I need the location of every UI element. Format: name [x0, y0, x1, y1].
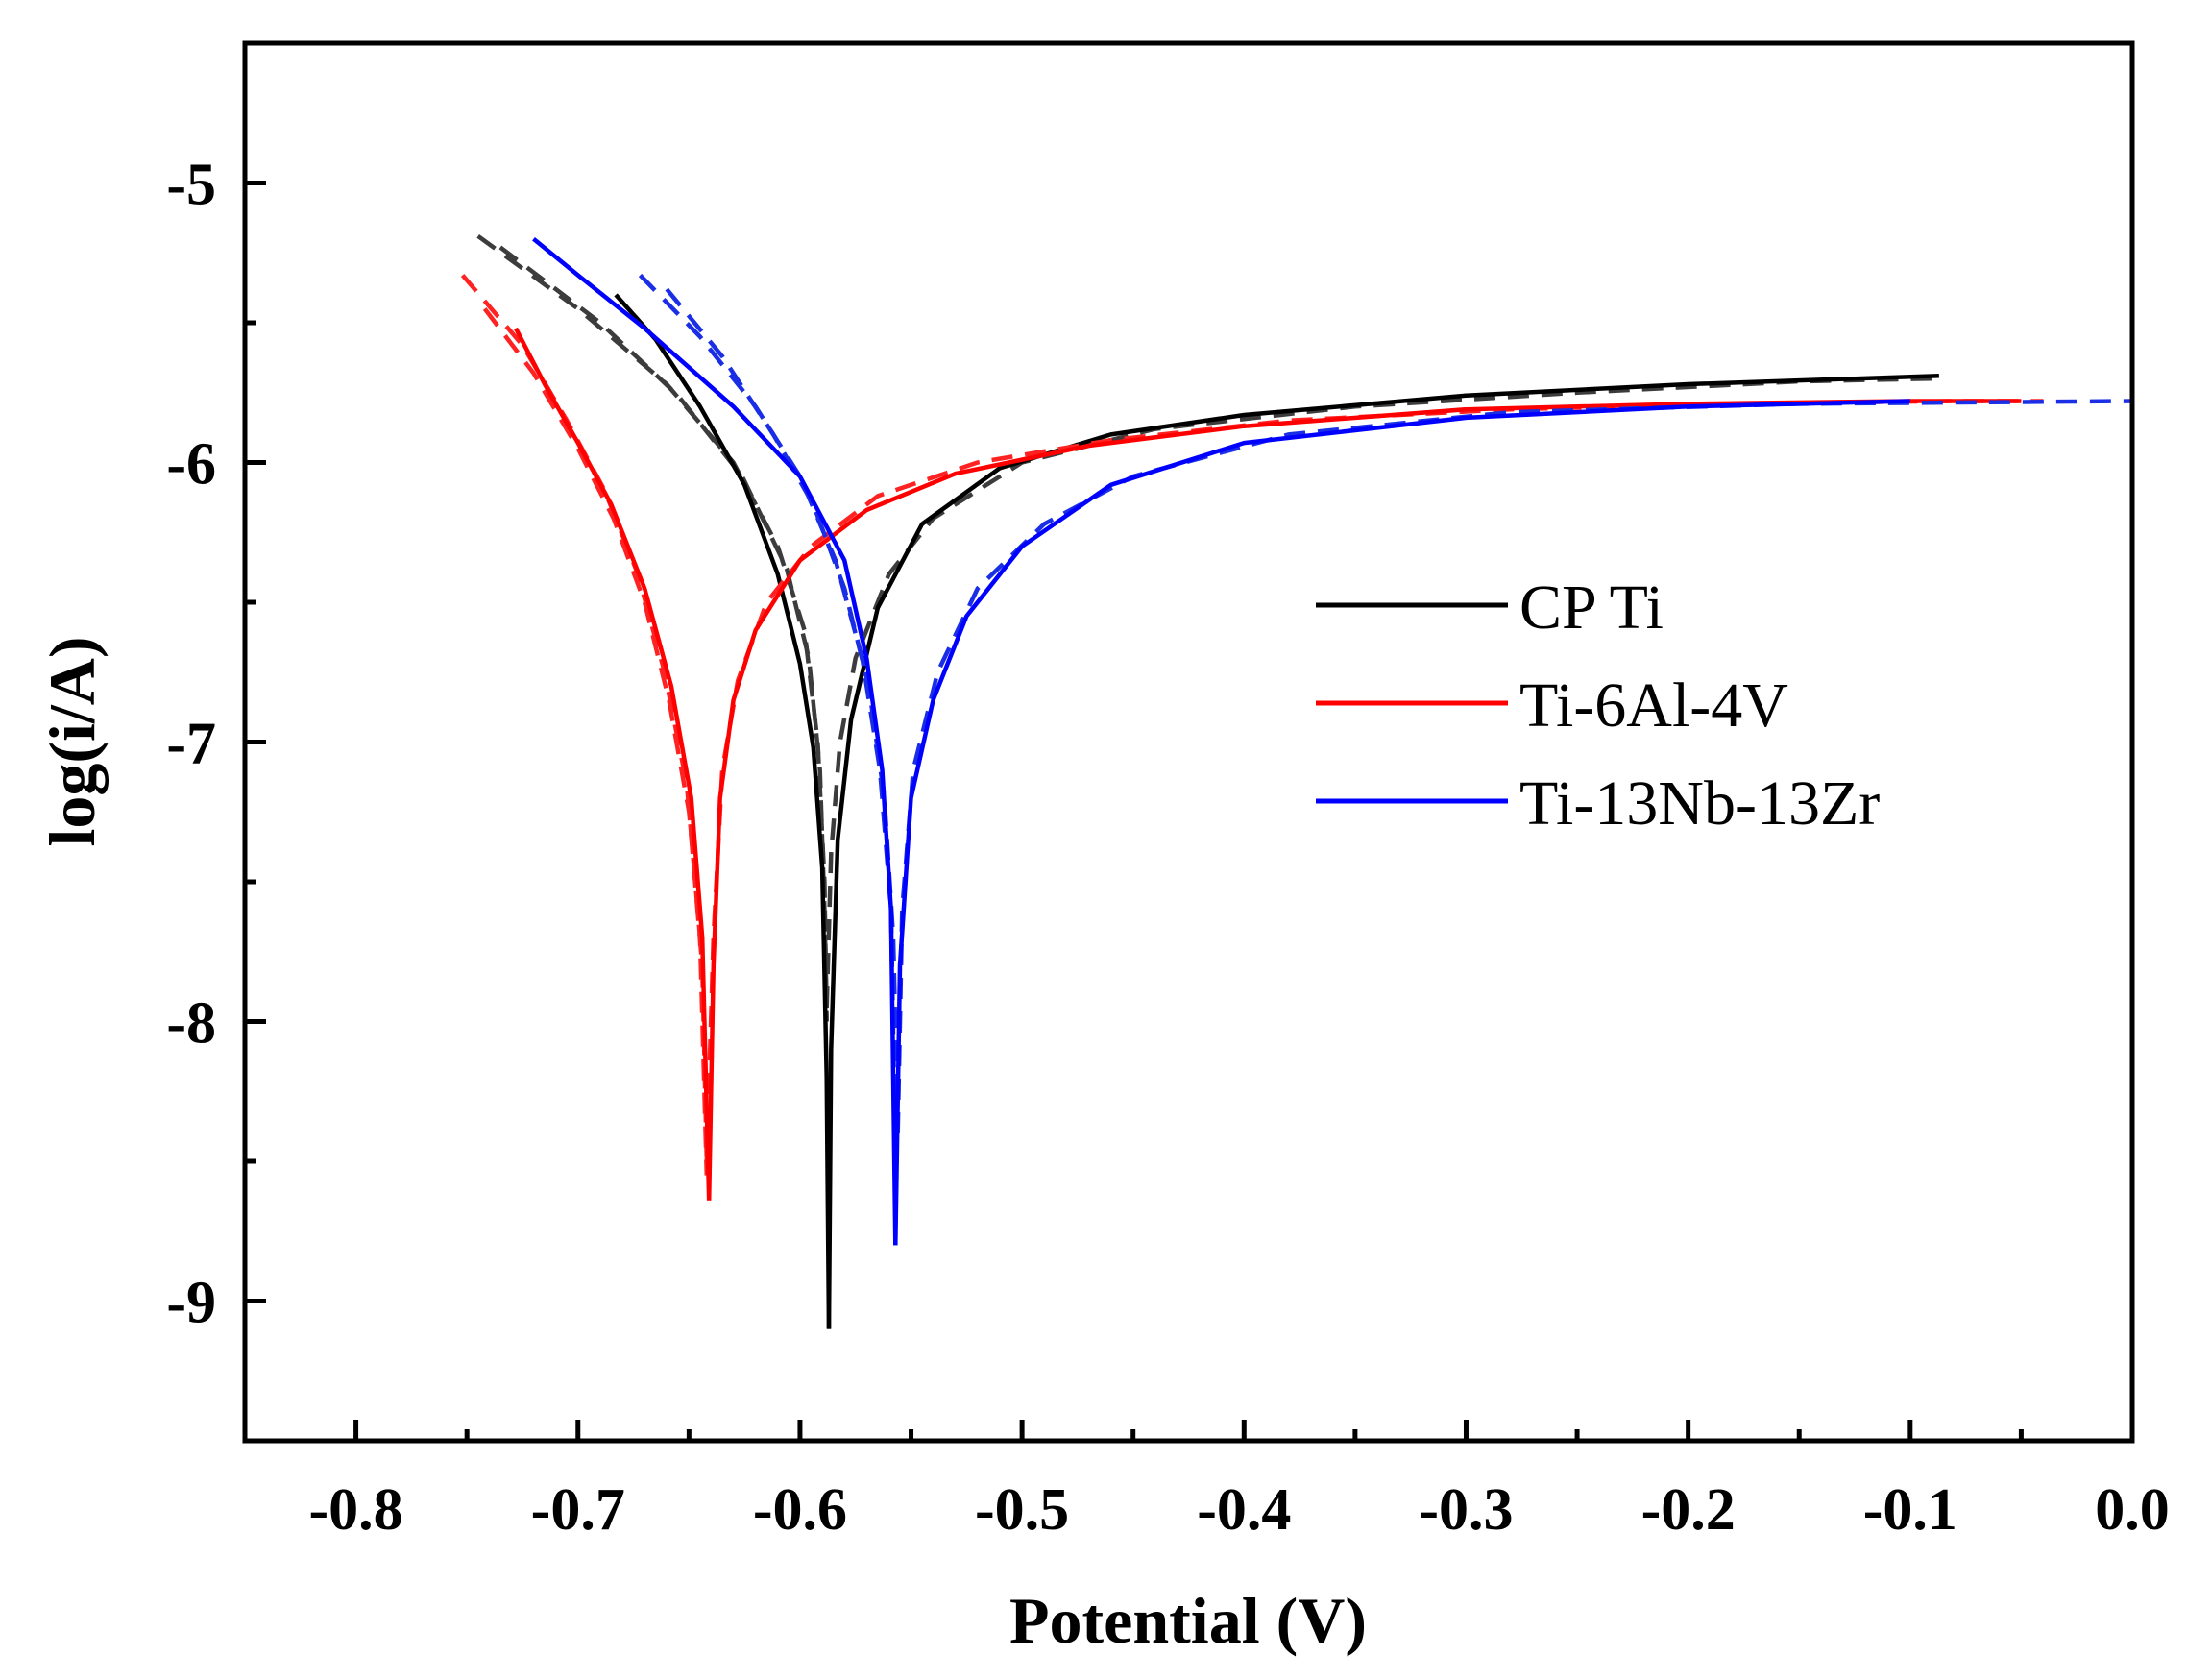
- series-layer: [460, 233, 2133, 1329]
- legend: CP Ti Ti-6Al-4V Ti-13Nb-13Zr: [1316, 572, 1880, 839]
- y-tick-label: -7: [166, 712, 216, 777]
- series-1-cathodic-line: [514, 327, 712, 1201]
- series-0-fit-line-2: [824, 376, 1932, 1009]
- x-tick-label: -0.7: [531, 1477, 625, 1543]
- x-tick-label: -0.3: [1419, 1477, 1513, 1543]
- x-tick-label: -0.6: [753, 1477, 847, 1543]
- series-2-cathodic-line: [532, 236, 898, 1246]
- x-tick-label: -0.2: [1641, 1477, 1736, 1543]
- series-0-fit-line-1: [498, 245, 829, 1009]
- legend-label-2: Ti-13Nb-13Zr: [1519, 768, 1880, 839]
- x-tick-label: -0.4: [1197, 1477, 1291, 1543]
- x-tick-label: -0.5: [975, 1477, 1069, 1543]
- series-1-fit-line-1: [482, 307, 710, 1162]
- series-1-fit-line-0: [460, 274, 710, 1176]
- series-0-anodic-line: [826, 374, 1939, 1329]
- legend-label-1: Ti-6Al-4V: [1519, 670, 1788, 741]
- y-tick-label: -6: [166, 432, 216, 498]
- y-tick-label: -8: [166, 991, 216, 1057]
- series-0-cathodic-line: [614, 293, 832, 1329]
- x-tick-label: -0.8: [309, 1477, 403, 1543]
- series-2-fit-line-2: [895, 399, 2133, 1133]
- series-0: [476, 233, 1939, 1329]
- x-tick-label: -0.1: [1863, 1477, 1957, 1543]
- x-axis-title: Potential (V): [1009, 1584, 1367, 1657]
- plot-frame: [242, 40, 2135, 1444]
- series-1-anodic-line: [706, 399, 2022, 1201]
- series-2: [532, 236, 2133, 1246]
- legend-label-0: CP Ti: [1519, 572, 1664, 643]
- x-tick-label: 0.0: [2095, 1477, 2170, 1543]
- y-axis-title: log(i/A): [36, 636, 109, 846]
- series-2-anodic-line: [893, 399, 1910, 1246]
- ticks-layer: -0.8 -0.7 -0.6 -0.5 -0.4 -0.3 -0.2 -0.1 0.0 -9 -8 -…: [166, 153, 2169, 1544]
- y-tick-label: -9: [166, 1271, 216, 1336]
- y-tick-label: -5: [166, 153, 216, 218]
